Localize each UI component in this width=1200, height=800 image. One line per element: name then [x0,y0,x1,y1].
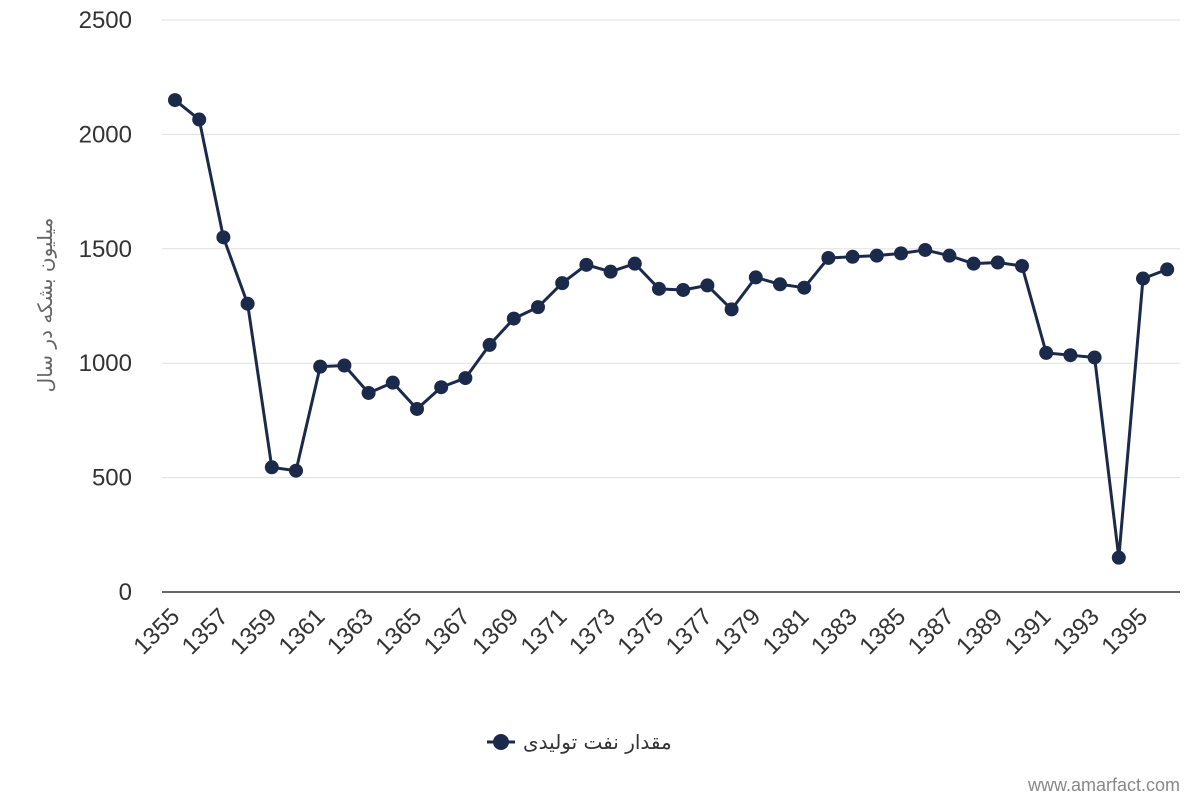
data-point[interactable] [1136,271,1150,286]
x-tick-label: 1383 [806,603,863,660]
x-tick-label: 1385 [854,603,911,660]
x-tick-label: 1387 [903,603,960,660]
data-point[interactable] [555,276,570,291]
data-point[interactable] [216,230,231,245]
series-line [174,98,1168,560]
data-point[interactable] [797,280,812,295]
x-tick-label: 1359 [225,603,282,660]
data-point[interactable] [192,112,207,127]
data-point[interactable] [458,371,473,386]
data-point[interactable] [676,282,691,297]
data-point[interactable] [1063,348,1078,363]
data-point[interactable] [700,278,715,293]
y-tick-label: 2000 [79,121,132,148]
data-point[interactable] [869,248,884,263]
x-tick-label: 1389 [951,603,1008,660]
y-axis-ticks: 0 500 1000 1500 2000 2500 [79,7,132,606]
data-point[interactable] [1039,345,1054,360]
data-point[interactable] [1015,258,1029,273]
y-tick-label: 1000 [79,350,132,377]
x-tick-label: 1381 [758,603,815,660]
watermark-text: www.amarfact.com [1027,775,1180,795]
data-point[interactable] [652,281,666,296]
data-point[interactable] [918,242,933,257]
x-tick-label: 1371 [516,603,573,660]
x-tick-label: 1357 [177,603,234,660]
x-tick-label: 1395 [1096,603,1153,660]
y-tick-label: 500 [92,465,132,492]
data-point[interactable] [337,358,352,373]
data-point[interactable] [579,257,594,272]
data-point[interactable] [966,256,981,271]
x-tick-label: 1363 [322,603,379,660]
x-tick-label: 1391 [1000,603,1057,660]
data-point[interactable] [748,270,763,285]
x-tick-label: 1361 [274,603,331,660]
x-tick-label: 1355 [128,603,185,660]
data-point[interactable] [1087,350,1102,365]
data-point[interactable] [434,380,449,395]
data-point[interactable] [361,385,376,400]
data-point[interactable] [724,302,739,317]
x-tick-label: 1365 [370,603,427,660]
data-point[interactable] [1111,550,1126,565]
x-tick-label: 1373 [564,603,621,660]
series-layer [168,93,1175,565]
x-tick-label: 1367 [419,603,476,660]
data-point[interactable] [773,277,787,292]
x-tick-label: 1369 [467,603,524,660]
data-point[interactable] [482,337,497,352]
data-point[interactable] [313,359,328,374]
data-point[interactable] [942,248,957,263]
y-tick-label: 1500 [79,236,132,263]
data-point[interactable] [845,249,860,264]
data-point[interactable] [240,296,255,311]
data-point[interactable] [531,300,545,315]
data-point[interactable] [894,246,908,261]
legend-label: مقدار نفت تولیدی [523,730,672,754]
x-tick-label: 1393 [1048,603,1105,660]
data-point[interactable] [410,401,424,416]
data-point[interactable] [385,375,400,390]
data-point[interactable] [289,463,303,478]
y-tick-label: 2500 [79,7,132,34]
data-point[interactable] [821,250,836,265]
x-axis-ticks: 1355135713591361136313651367136913711373… [128,603,1153,660]
grid-layer [162,19,1180,593]
y-tick-label: 0 [119,579,132,606]
data-point[interactable] [990,255,1005,270]
data-point[interactable] [1160,262,1175,277]
x-tick-label: 1379 [709,603,766,660]
data-point[interactable] [168,93,182,108]
data-point[interactable] [264,460,279,475]
x-tick-label: 1375 [612,603,669,660]
data-point[interactable] [603,264,618,279]
y-axis-title: میلیون بشکه در سال [33,218,57,393]
legend-marker-icon [493,734,509,750]
x-tick-label: 1377 [661,603,718,660]
data-point[interactable] [627,256,642,271]
legend[interactable]: مقدار نفت تولیدی [487,730,672,754]
data-point[interactable] [506,311,521,326]
